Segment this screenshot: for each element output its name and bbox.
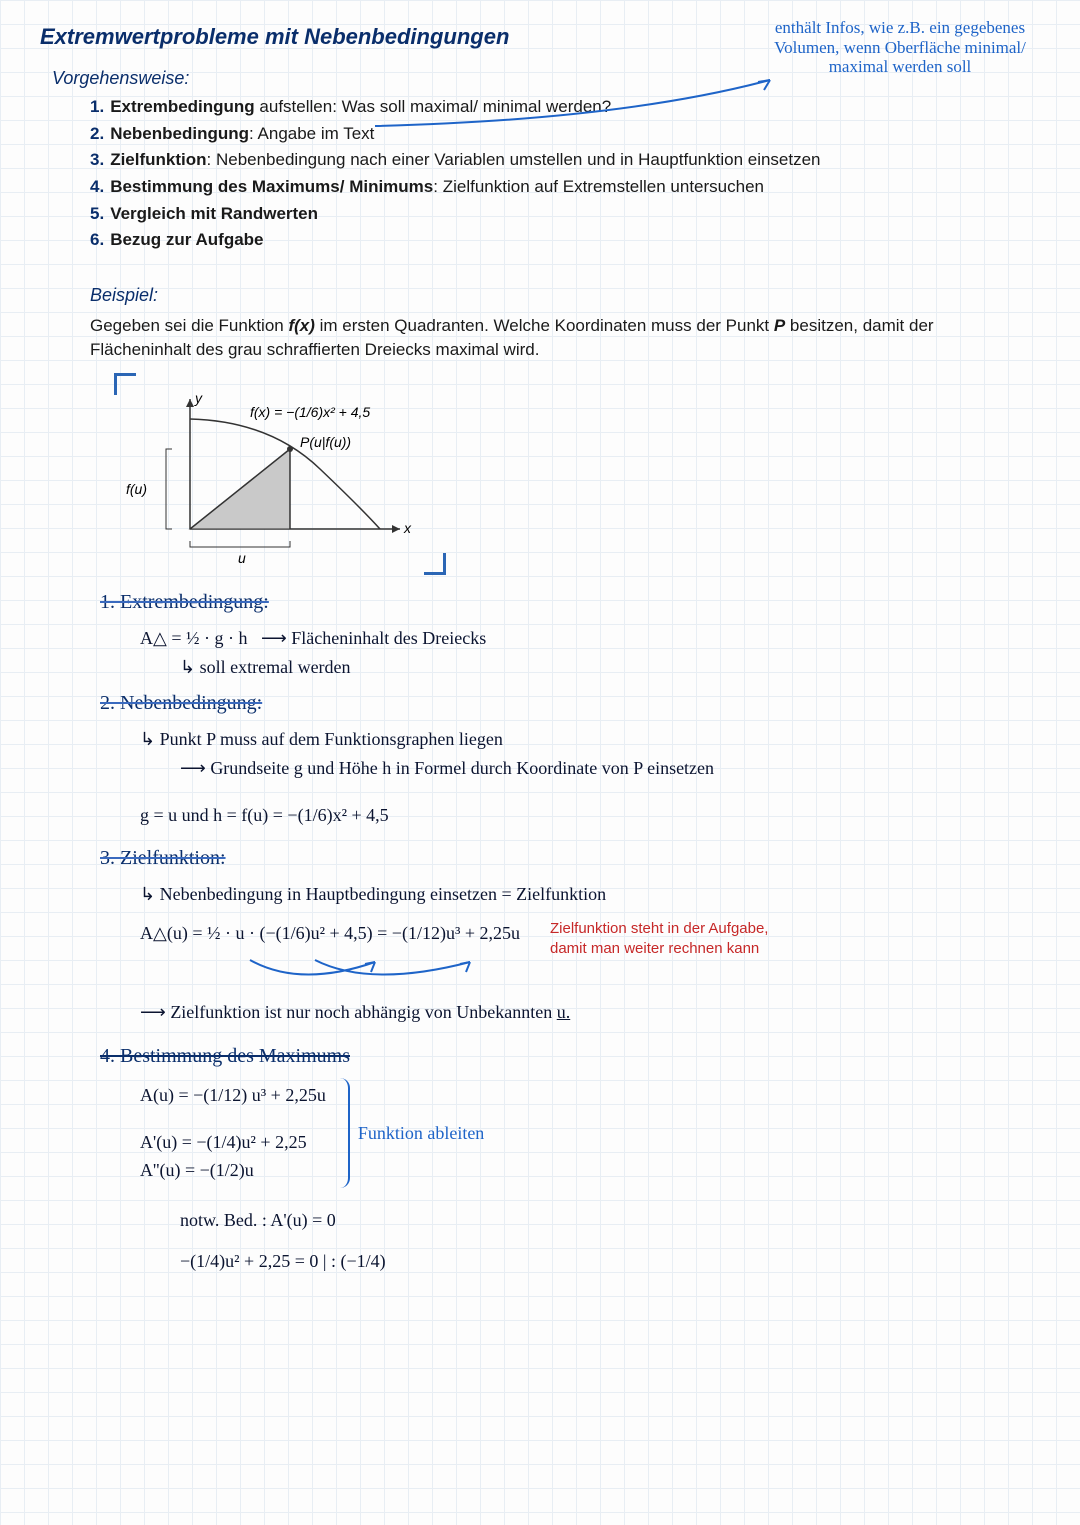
sec2-title: 2. Nebenbedingung: xyxy=(100,692,1040,715)
sec3-red-note: Zielfunktion steht in der Aufgabe, damit… xyxy=(550,919,770,958)
sec2-line1: Punkt P muss auf dem Funktionsgraphen li… xyxy=(140,725,1040,754)
example-text: Gegeben sei die Funktion f(x) im ersten … xyxy=(90,314,990,362)
sec4-solve: −(1/4)u² + 2,25 = 0 | : (−1/4) xyxy=(180,1247,1040,1276)
y-axis-label: y xyxy=(194,390,203,406)
step-2: 2.Nebenbedingung: Angabe im Text xyxy=(90,122,1040,147)
brace-icon xyxy=(338,1078,350,1188)
step-1: 1.Extrembedingung aufstellen: Was soll m… xyxy=(90,95,1040,120)
fx-formula: f(x) = −(1/6)x² + 4,5 xyxy=(250,404,370,420)
sec2-line2: Grundseite g und Höhe h in Formel durch … xyxy=(180,754,1040,783)
sec1-title: 1. Extrembedingung: xyxy=(100,591,1040,614)
sec4-A1: A'(u) = −(1/4)u² + 2,25 xyxy=(140,1128,326,1157)
sec1-sub: soll extremal werden xyxy=(180,653,1040,682)
x-axis-label: x xyxy=(403,520,412,536)
sec4-title: 4. Bestimmung des Maximums xyxy=(100,1045,1040,1068)
corner-bracket-right xyxy=(424,553,446,575)
corner-bracket-left xyxy=(114,373,136,395)
sec1-formula-row: A△ = ½ · g · h Flächeninhalt des Dreieck… xyxy=(140,624,1040,653)
fu-label: f(u) xyxy=(126,481,147,497)
step-6: 6.Bezug zur Aufgabe xyxy=(90,228,1040,253)
sec4-notw: notw. Bed. : A'(u) = 0 xyxy=(180,1206,1040,1235)
example-heading: Beispiel: xyxy=(90,285,1040,306)
sec2-eq: g = u und h = f(u) = −(1/6)x² + 4,5 xyxy=(140,801,1040,830)
sec3-title: 3. Zielfunktion: xyxy=(100,847,1040,870)
sec4-A2: A''(u) = −(1/2)u xyxy=(140,1156,326,1185)
step-4: 4.Bestimmung des Maximums/ Minimums: Zie… xyxy=(90,175,1040,200)
steps-list: 1.Extrembedingung aufstellen: Was soll m… xyxy=(90,95,1040,253)
p-label: P(u|f(u)) xyxy=(300,434,351,450)
sec3-line2: Zielfunktion ist nur noch abhängig von U… xyxy=(140,998,1040,1027)
sec4-A: A(u) = −(1/12) u³ + 2,25u xyxy=(140,1081,326,1110)
sec3-eq: A△(u) = ½ · u · (−(1/6)u² + 4,5) = −(1/1… xyxy=(140,919,520,948)
step-3: 3.Zielfunktion: Nebenbedingung nach eine… xyxy=(90,148,1040,173)
u-label: u xyxy=(238,550,246,566)
graph-svg: y x u f(u) f(x) = −(1/6)x² + 4,5 P(u|f(u… xyxy=(120,379,430,569)
graph-figure: y x u f(u) f(x) = −(1/6)x² + 4,5 P(u|f(u… xyxy=(120,379,440,569)
sec4-annotation: Funktion ableiten xyxy=(358,1123,484,1144)
sec3-line1: Nebenbedingung in Hauptbedingung einsetz… xyxy=(140,880,1040,909)
top-annotation: enthält Infos, wie z.B. ein gegebenes Vo… xyxy=(750,18,1050,77)
sec3-curved-arrows xyxy=(140,958,560,988)
step-5: 5.Vergleich mit Randwerten xyxy=(90,202,1040,227)
